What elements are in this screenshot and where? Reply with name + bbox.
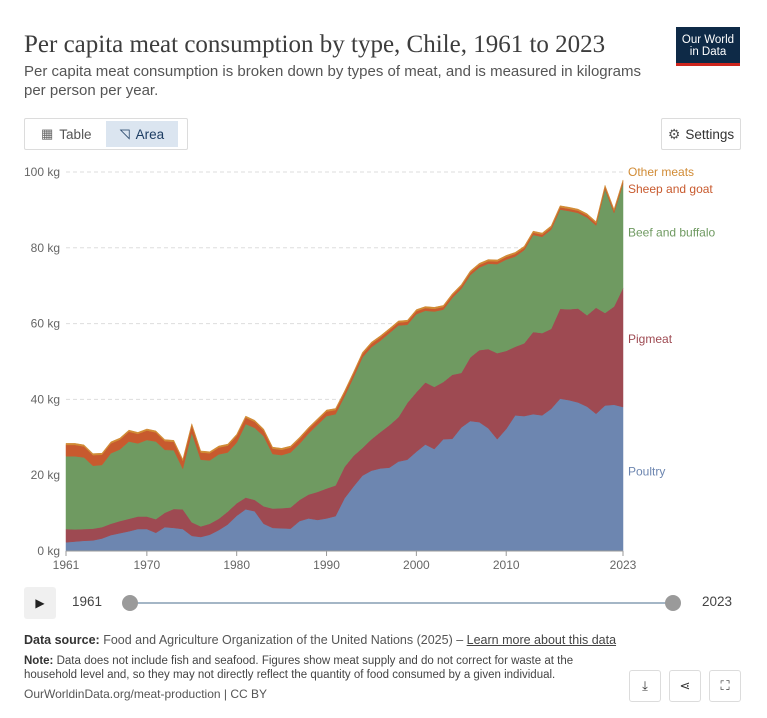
view-tabs: ▦ Table ◹ Area: [24, 118, 188, 150]
learn-more-link[interactable]: Learn more about this data: [466, 633, 617, 647]
x-tick-label: 2000: [403, 558, 430, 572]
area-chart-icon: ◹: [119, 126, 130, 141]
tab-area[interactable]: ◹ Area: [105, 121, 179, 147]
area-chart: 0 kg 20 kg 40 kg 60 kg 80 kg 100 kg 1961 1970 19…: [24, 165, 716, 572]
fullscreen-icon: ⛶: [720, 678, 730, 693]
x-tick-label: 1980: [223, 558, 250, 572]
y-tick-label: 100 kg: [24, 165, 60, 179]
timeline-track[interactable]: [130, 602, 673, 604]
source-url[interactable]: OurWorldinData.org/meat-production | CC …: [24, 687, 267, 701]
owid-logo[interactable]: Our World in Data: [676, 27, 740, 66]
note-label: Note:: [24, 655, 54, 667]
timeline: ▶ 1961 2023: [24, 586, 744, 620]
tab-table[interactable]: ▦ Table: [27, 121, 106, 147]
x-tick-label: 1990: [313, 558, 340, 572]
source-label: Data source:: [24, 633, 100, 647]
download-icon: ⤓: [642, 678, 648, 693]
x-tick-label: 2023: [610, 558, 637, 572]
legend-label-sheep-and-goat: Sheep and goat: [628, 182, 713, 196]
area-other-meats: [65, 179, 624, 462]
timeline-start-label: 1961: [72, 594, 103, 609]
tab-table-label: Table: [59, 126, 92, 142]
y-tick-label: 80 kg: [31, 241, 60, 255]
legend-label-pigmeat: Pigmeat: [628, 332, 673, 346]
share-icon: ⋖: [679, 678, 691, 693]
source-text: Food and Agriculture Organization of the…: [103, 633, 467, 647]
play-icon: ▶: [35, 596, 45, 610]
gear-icon: ⚙: [667, 125, 681, 142]
fullscreen-button[interactable]: ⛶: [709, 670, 741, 702]
logo-line-1: Our World: [681, 34, 735, 46]
chart-subtitle: Per capita meat consumption is broken do…: [24, 63, 641, 99]
chart-title: Per capita meat consumption by type, Chi…: [24, 31, 606, 58]
logo-line-2: in Data: [689, 46, 727, 58]
note-text: Data does not include fish and seafood. …: [24, 655, 574, 681]
tab-area-label: Area: [135, 126, 165, 142]
settings-button[interactable]: ⚙ Settings: [661, 118, 741, 150]
table-icon: ▦: [41, 126, 54, 141]
download-button[interactable]: ⤓: [629, 670, 661, 702]
y-tick-label: 20 kg: [31, 468, 60, 482]
legend-label-poultry: Poultry: [628, 464, 665, 478]
x-tick-label: 2010: [493, 558, 520, 572]
timeline-end-label: 2023: [702, 594, 733, 609]
share-button[interactable]: ⋖: [669, 670, 701, 702]
x-tick-label: 1961: [53, 558, 80, 572]
y-tick-label: 40 kg: [31, 392, 60, 406]
y-tick-label: 0 kg: [37, 544, 60, 558]
timeline-start-handle[interactable]: [122, 595, 138, 611]
x-tick-label: 1970: [134, 558, 161, 572]
settings-label: Settings: [685, 126, 735, 142]
note: Note: Data does not include fish and sea…: [24, 654, 614, 682]
timeline-end-handle[interactable]: [665, 595, 681, 611]
data-source: Data source: Food and Agriculture Organi…: [24, 633, 616, 648]
legend-label-other-meats: Other meats: [628, 165, 694, 179]
legend-label-beef-and-buffalo: Beef and buffalo: [628, 226, 716, 240]
play-button[interactable]: ▶: [24, 587, 56, 619]
y-tick-label: 60 kg: [31, 317, 60, 331]
